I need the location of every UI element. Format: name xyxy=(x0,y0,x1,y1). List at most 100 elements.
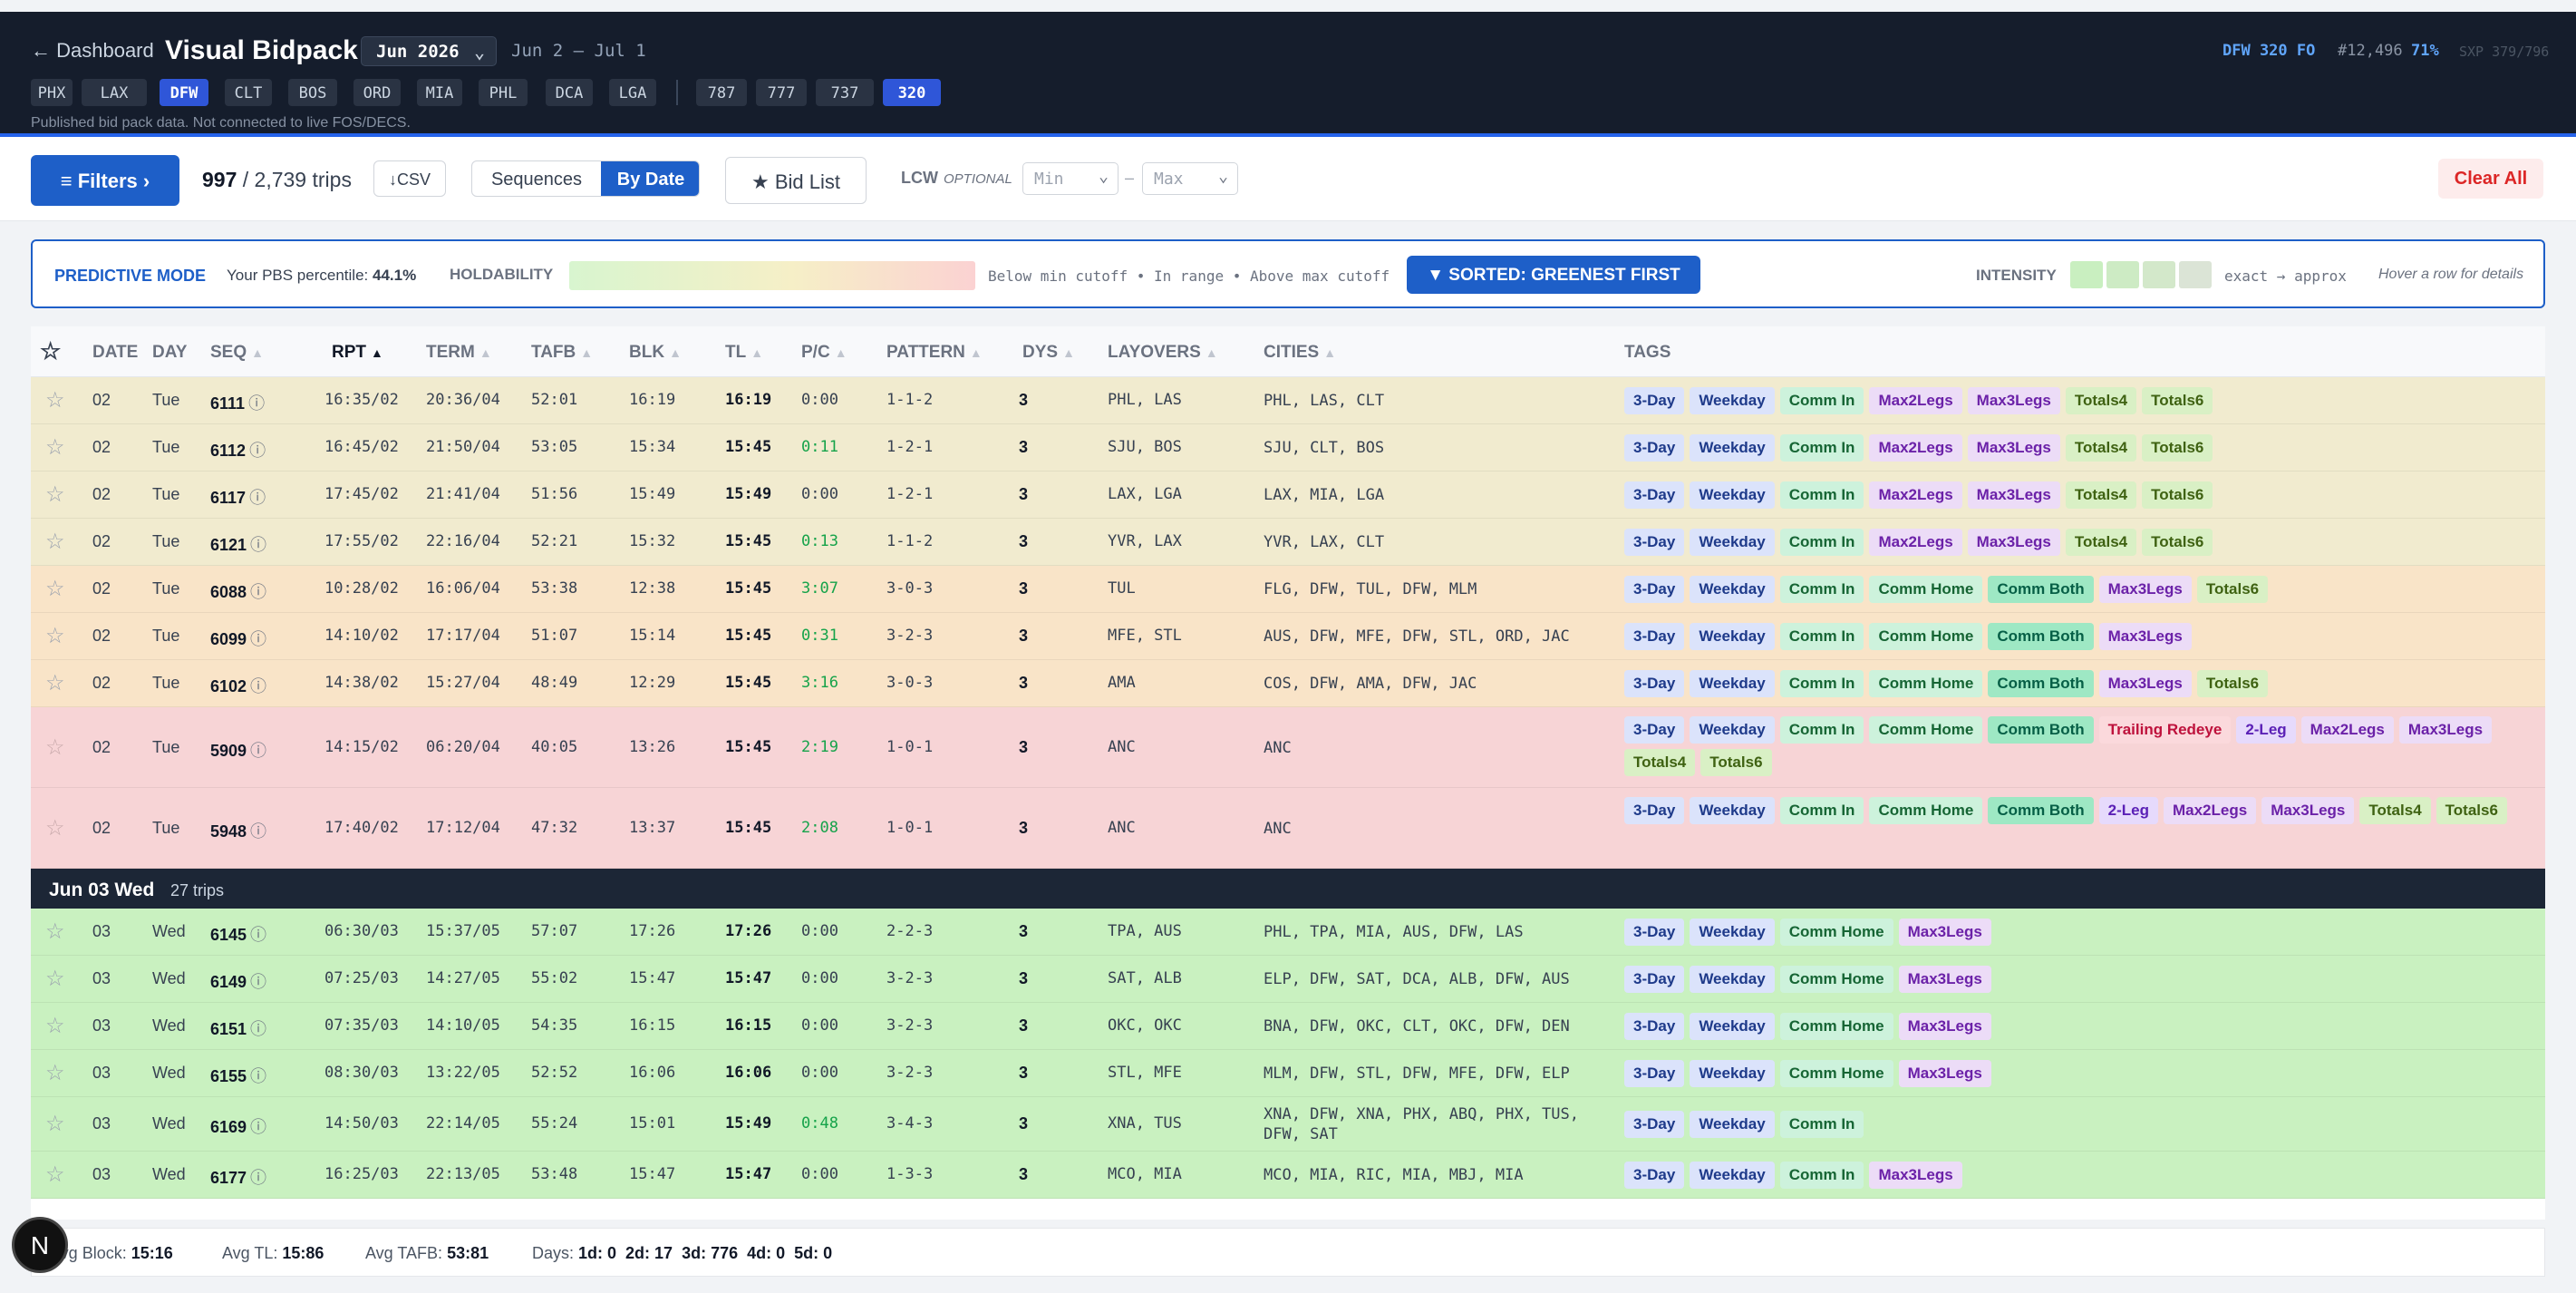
assistant-logo-button[interactable]: N xyxy=(12,1217,68,1273)
info-icon[interactable]: ⓘ xyxy=(250,1169,267,1187)
info-icon[interactable]: ⓘ xyxy=(249,442,266,460)
favorite-star-icon[interactable]: ☆ xyxy=(45,735,65,760)
info-icon[interactable]: ⓘ xyxy=(250,583,267,601)
favorite-star-icon[interactable]: ☆ xyxy=(45,1112,65,1136)
base-chip-ord[interactable]: ORD xyxy=(353,79,401,106)
favorite-star-icon[interactable]: ☆ xyxy=(45,1014,65,1038)
base-chip-lga[interactable]: LGA xyxy=(609,79,656,106)
info-icon[interactable]: ⓘ xyxy=(250,1067,267,1085)
sort-greenest-button[interactable]: ▼ SORTED: GREENEST FIRST xyxy=(1407,256,1700,294)
base-chip-bos[interactable]: BOS xyxy=(288,79,337,106)
cell-seq[interactable]: 6177 ⓘ xyxy=(210,1165,266,1189)
fleet-chip-787[interactable]: 787 xyxy=(696,79,747,106)
cell-seq[interactable]: 6155 ⓘ xyxy=(210,1064,266,1087)
col-favorite[interactable]: ☆ xyxy=(40,337,61,365)
col-pattern[interactable]: PATTERN ▲ xyxy=(886,343,983,363)
table-row[interactable]: ☆ 02 Tue 6117 ⓘ 17:45/02 21:41/04 51:56 15:49 15:… xyxy=(31,472,2545,519)
base-chip-phl[interactable]: PHL xyxy=(479,79,528,106)
cell-seq[interactable]: 6111 ⓘ xyxy=(210,391,265,414)
cell-seq[interactable]: 6169 ⓘ xyxy=(210,1114,266,1138)
tab-sequences[interactable]: Sequences xyxy=(490,170,583,190)
info-icon[interactable]: ⓘ xyxy=(250,742,267,760)
col-tl[interactable]: TL ▲ xyxy=(725,343,763,363)
favorite-star-icon[interactable]: ☆ xyxy=(45,435,65,460)
cell-seq[interactable]: 6117 ⓘ xyxy=(210,485,266,509)
filters-button[interactable]: ≡ Filters › xyxy=(31,155,179,206)
csv-export-button[interactable]: ↓CSV xyxy=(373,160,446,197)
info-icon[interactable]: ⓘ xyxy=(250,536,267,554)
info-icon[interactable]: ⓘ xyxy=(249,489,266,507)
table-row[interactable]: ☆ 02 Tue 5909 ⓘ 14:15/02 06:20/04 40:05 13:26 15:… xyxy=(31,707,2545,788)
base-chip-dfw[interactable]: DFW xyxy=(160,79,208,106)
cell-seq[interactable]: 6145 ⓘ xyxy=(210,922,266,946)
col-date[interactable]: DATE xyxy=(92,343,138,363)
lcw-max-select[interactable]: Max ⌄ xyxy=(1142,162,1238,195)
info-icon[interactable]: ⓘ xyxy=(250,926,267,944)
table-row[interactable]: ☆ 03 Wed 6149 ⓘ 07:25/03 14:27/05 55:02 15:47 15:… xyxy=(31,956,2545,1003)
cell-seq[interactable]: 6102 ⓘ xyxy=(210,674,266,697)
col-pc[interactable]: P/C ▲ xyxy=(801,343,847,363)
table-row[interactable]: ☆ 03 Wed 6145 ⓘ 06:30/03 15:37/05 57:07 17:26 17:… xyxy=(31,909,2545,956)
back-to-dashboard-link[interactable]: ← Dashboard xyxy=(31,39,154,62)
table-row[interactable]: ☆ 02 Tue 5948 ⓘ 17:40/02 17:12/04 47:32 13:37 15:… xyxy=(31,788,2545,869)
cell-seq[interactable]: 5948 ⓘ xyxy=(210,819,266,842)
info-icon[interactable]: ⓘ xyxy=(248,394,266,413)
info-icon[interactable]: ⓘ xyxy=(250,822,267,841)
favorite-star-icon[interactable]: ☆ xyxy=(45,388,65,413)
base-chip-lax[interactable]: LAX xyxy=(82,79,147,106)
base-chip-phx[interactable]: PHX xyxy=(31,79,73,106)
col-term[interactable]: TERM ▲ xyxy=(426,343,492,363)
clear-all-button[interactable]: Clear All xyxy=(2438,159,2543,199)
favorite-star-icon[interactable]: ☆ xyxy=(45,1162,65,1187)
col-tafb[interactable]: TAFB ▲ xyxy=(531,343,593,363)
table-row[interactable]: ☆ 03 Wed 6155 ⓘ 08:30/03 13:22/05 52:52 16:06 16:… xyxy=(31,1050,2545,1097)
table-row[interactable]: ☆ 03 Wed 6151 ⓘ 07:35/03 14:10/05 54:35 16:15 16:… xyxy=(31,1003,2545,1050)
cell-seq[interactable]: 6151 ⓘ xyxy=(210,1016,266,1040)
fleet-chip-777[interactable]: 777 xyxy=(756,79,807,106)
favorite-star-icon[interactable]: ☆ xyxy=(45,624,65,648)
cell-seq[interactable]: 6112 ⓘ xyxy=(210,438,266,462)
col-layovers[interactable]: LAYOVERS ▲ xyxy=(1108,343,1218,363)
lcw-min-select[interactable]: Min ⌄ xyxy=(1022,162,1119,195)
table-row[interactable]: ☆ 02 Tue 6121 ⓘ 17:55/02 22:16/04 52:21 15:32 15:… xyxy=(31,519,2545,566)
info-icon[interactable]: ⓘ xyxy=(250,1020,267,1038)
fleet-chip-320[interactable]: 320 xyxy=(883,79,941,106)
cell-seq[interactable]: 6149 ⓘ xyxy=(210,969,266,993)
base-chip-dca[interactable]: DCA xyxy=(546,79,593,106)
favorite-star-icon[interactable]: ☆ xyxy=(45,1061,65,1085)
favorite-star-icon[interactable]: ☆ xyxy=(45,816,65,841)
cell-seq[interactable]: 5909 ⓘ xyxy=(210,738,266,762)
info-icon[interactable]: ⓘ xyxy=(250,1118,267,1136)
col-day[interactable]: DAY xyxy=(152,343,187,363)
table-row[interactable]: ☆ 02 Tue 6111 ⓘ 16:35/02 20:36/04 52:01 16:19 16:… xyxy=(31,377,2545,424)
table-row[interactable]: ☆ 03 Wed 6177 ⓘ 16:25/03 22:13/05 53:48 15:47 15:… xyxy=(31,1152,2545,1199)
month-select[interactable]: Jun 2026 ⌄ xyxy=(361,36,497,66)
fleet-chip-737[interactable]: 737 xyxy=(816,79,874,106)
base-chip-mia[interactable]: MIA xyxy=(417,79,462,106)
table-row[interactable]: ☆ 02 Tue 6088 ⓘ 10:28/02 16:06/04 53:38 12:38 15:… xyxy=(31,566,2545,613)
col-tags[interactable]: TAGS xyxy=(1624,343,1671,363)
col-dys[interactable]: DYS ▲ xyxy=(1022,343,1075,363)
info-icon[interactable]: ⓘ xyxy=(250,677,267,695)
col-cities[interactable]: CITIES ▲ xyxy=(1264,343,1336,363)
cell-seq[interactable]: 6088 ⓘ xyxy=(210,579,266,603)
table-row[interactable]: ☆ 02 Tue 6099 ⓘ 14:10/02 17:17/04 51:07 15:14 15:… xyxy=(31,613,2545,660)
favorite-star-icon[interactable]: ☆ xyxy=(45,919,65,944)
base-chip-clt[interactable]: CLT xyxy=(225,79,272,106)
table-row[interactable]: ☆ 03 Wed 6169 ⓘ 14:50/03 22:14/05 55:24 15:01 15:… xyxy=(31,1097,2545,1152)
table-row[interactable]: ☆ 02 Tue 6102 ⓘ 14:38/02 15:27/04 48:49 12:29 15:… xyxy=(31,660,2545,707)
bid-list-button[interactable]: ★ Bid List xyxy=(725,157,867,204)
info-icon[interactable]: ⓘ xyxy=(250,973,267,991)
cell-seq[interactable]: 6121 ⓘ xyxy=(210,532,266,556)
tab-by-date[interactable]: By Date xyxy=(601,161,699,196)
table-row[interactable]: ☆ 02 Tue 6112 ⓘ 16:45/02 21:50/04 53:05 15:34 15:… xyxy=(31,424,2545,472)
date-group-header[interactable]: Jun 03 Wed 27 trips xyxy=(31,869,2545,909)
col-blk[interactable]: BLK ▲ xyxy=(629,343,682,363)
favorite-star-icon[interactable]: ☆ xyxy=(45,530,65,554)
cell-seq[interactable]: 6099 ⓘ xyxy=(210,627,266,650)
col-seq[interactable]: SEQ ▲ xyxy=(210,343,264,363)
col-rpt[interactable]: RPT ▲ xyxy=(332,343,383,363)
info-icon[interactable]: ⓘ xyxy=(250,630,267,648)
favorite-star-icon[interactable]: ☆ xyxy=(45,671,65,695)
favorite-star-icon[interactable]: ☆ xyxy=(45,482,65,507)
